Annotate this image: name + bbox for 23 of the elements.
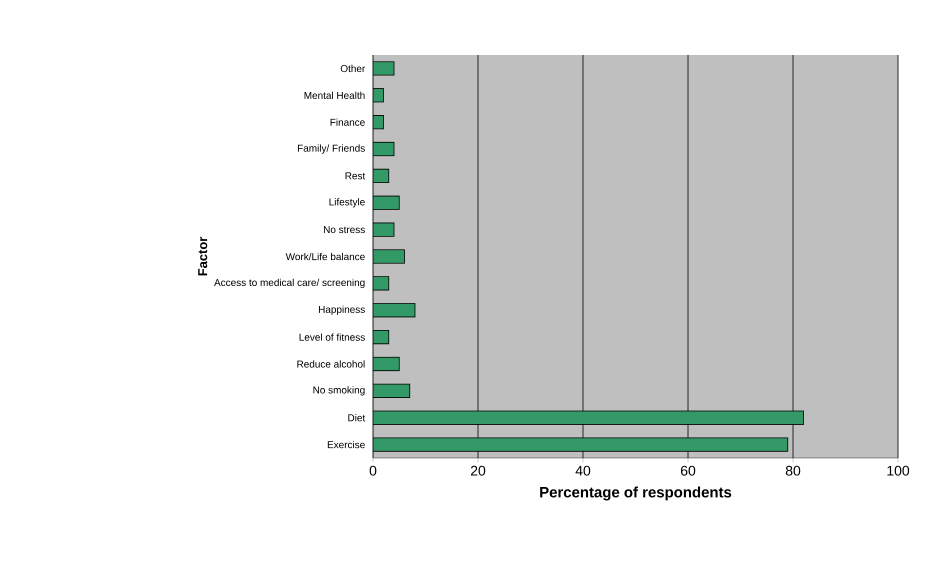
x-tick-label: 60 (680, 466, 696, 476)
x-tick-label: 40 (576, 466, 590, 476)
y-tick-label: Mental Health (304, 92, 365, 99)
y-tick-label: Happiness (318, 306, 365, 315)
y-tick-label: Level of fitness (300, 333, 365, 341)
x-tick-label: 0 (370, 466, 376, 476)
y-tick-label: Family/ Friends (298, 144, 365, 154)
x-axis-title: Percentage of respondents (540, 486, 732, 500)
x-tick-label: 20 (470, 466, 486, 476)
y-axis-title: Factor (198, 236, 208, 276)
y-tick-label: Other (340, 64, 366, 72)
y-tick-label: Exercise (328, 440, 365, 448)
y-tick-label: Access to medical care/ screening (214, 278, 365, 288)
y-tick-label: Reduce alcohol (297, 360, 365, 368)
x-tick-label: 80 (786, 466, 800, 476)
y-tick-label: Diet (348, 414, 366, 422)
y-tick-label: No smoking (313, 386, 365, 396)
x-tick-label: 100 (887, 466, 910, 476)
y-tick-label: Lifestyle (329, 198, 365, 208)
y-tick-label: No stress (324, 226, 365, 234)
y-tick-label: Rest (346, 172, 366, 180)
y-tick-label: Work/Life balance (286, 252, 365, 260)
y-tick-label: Finance (330, 118, 365, 126)
